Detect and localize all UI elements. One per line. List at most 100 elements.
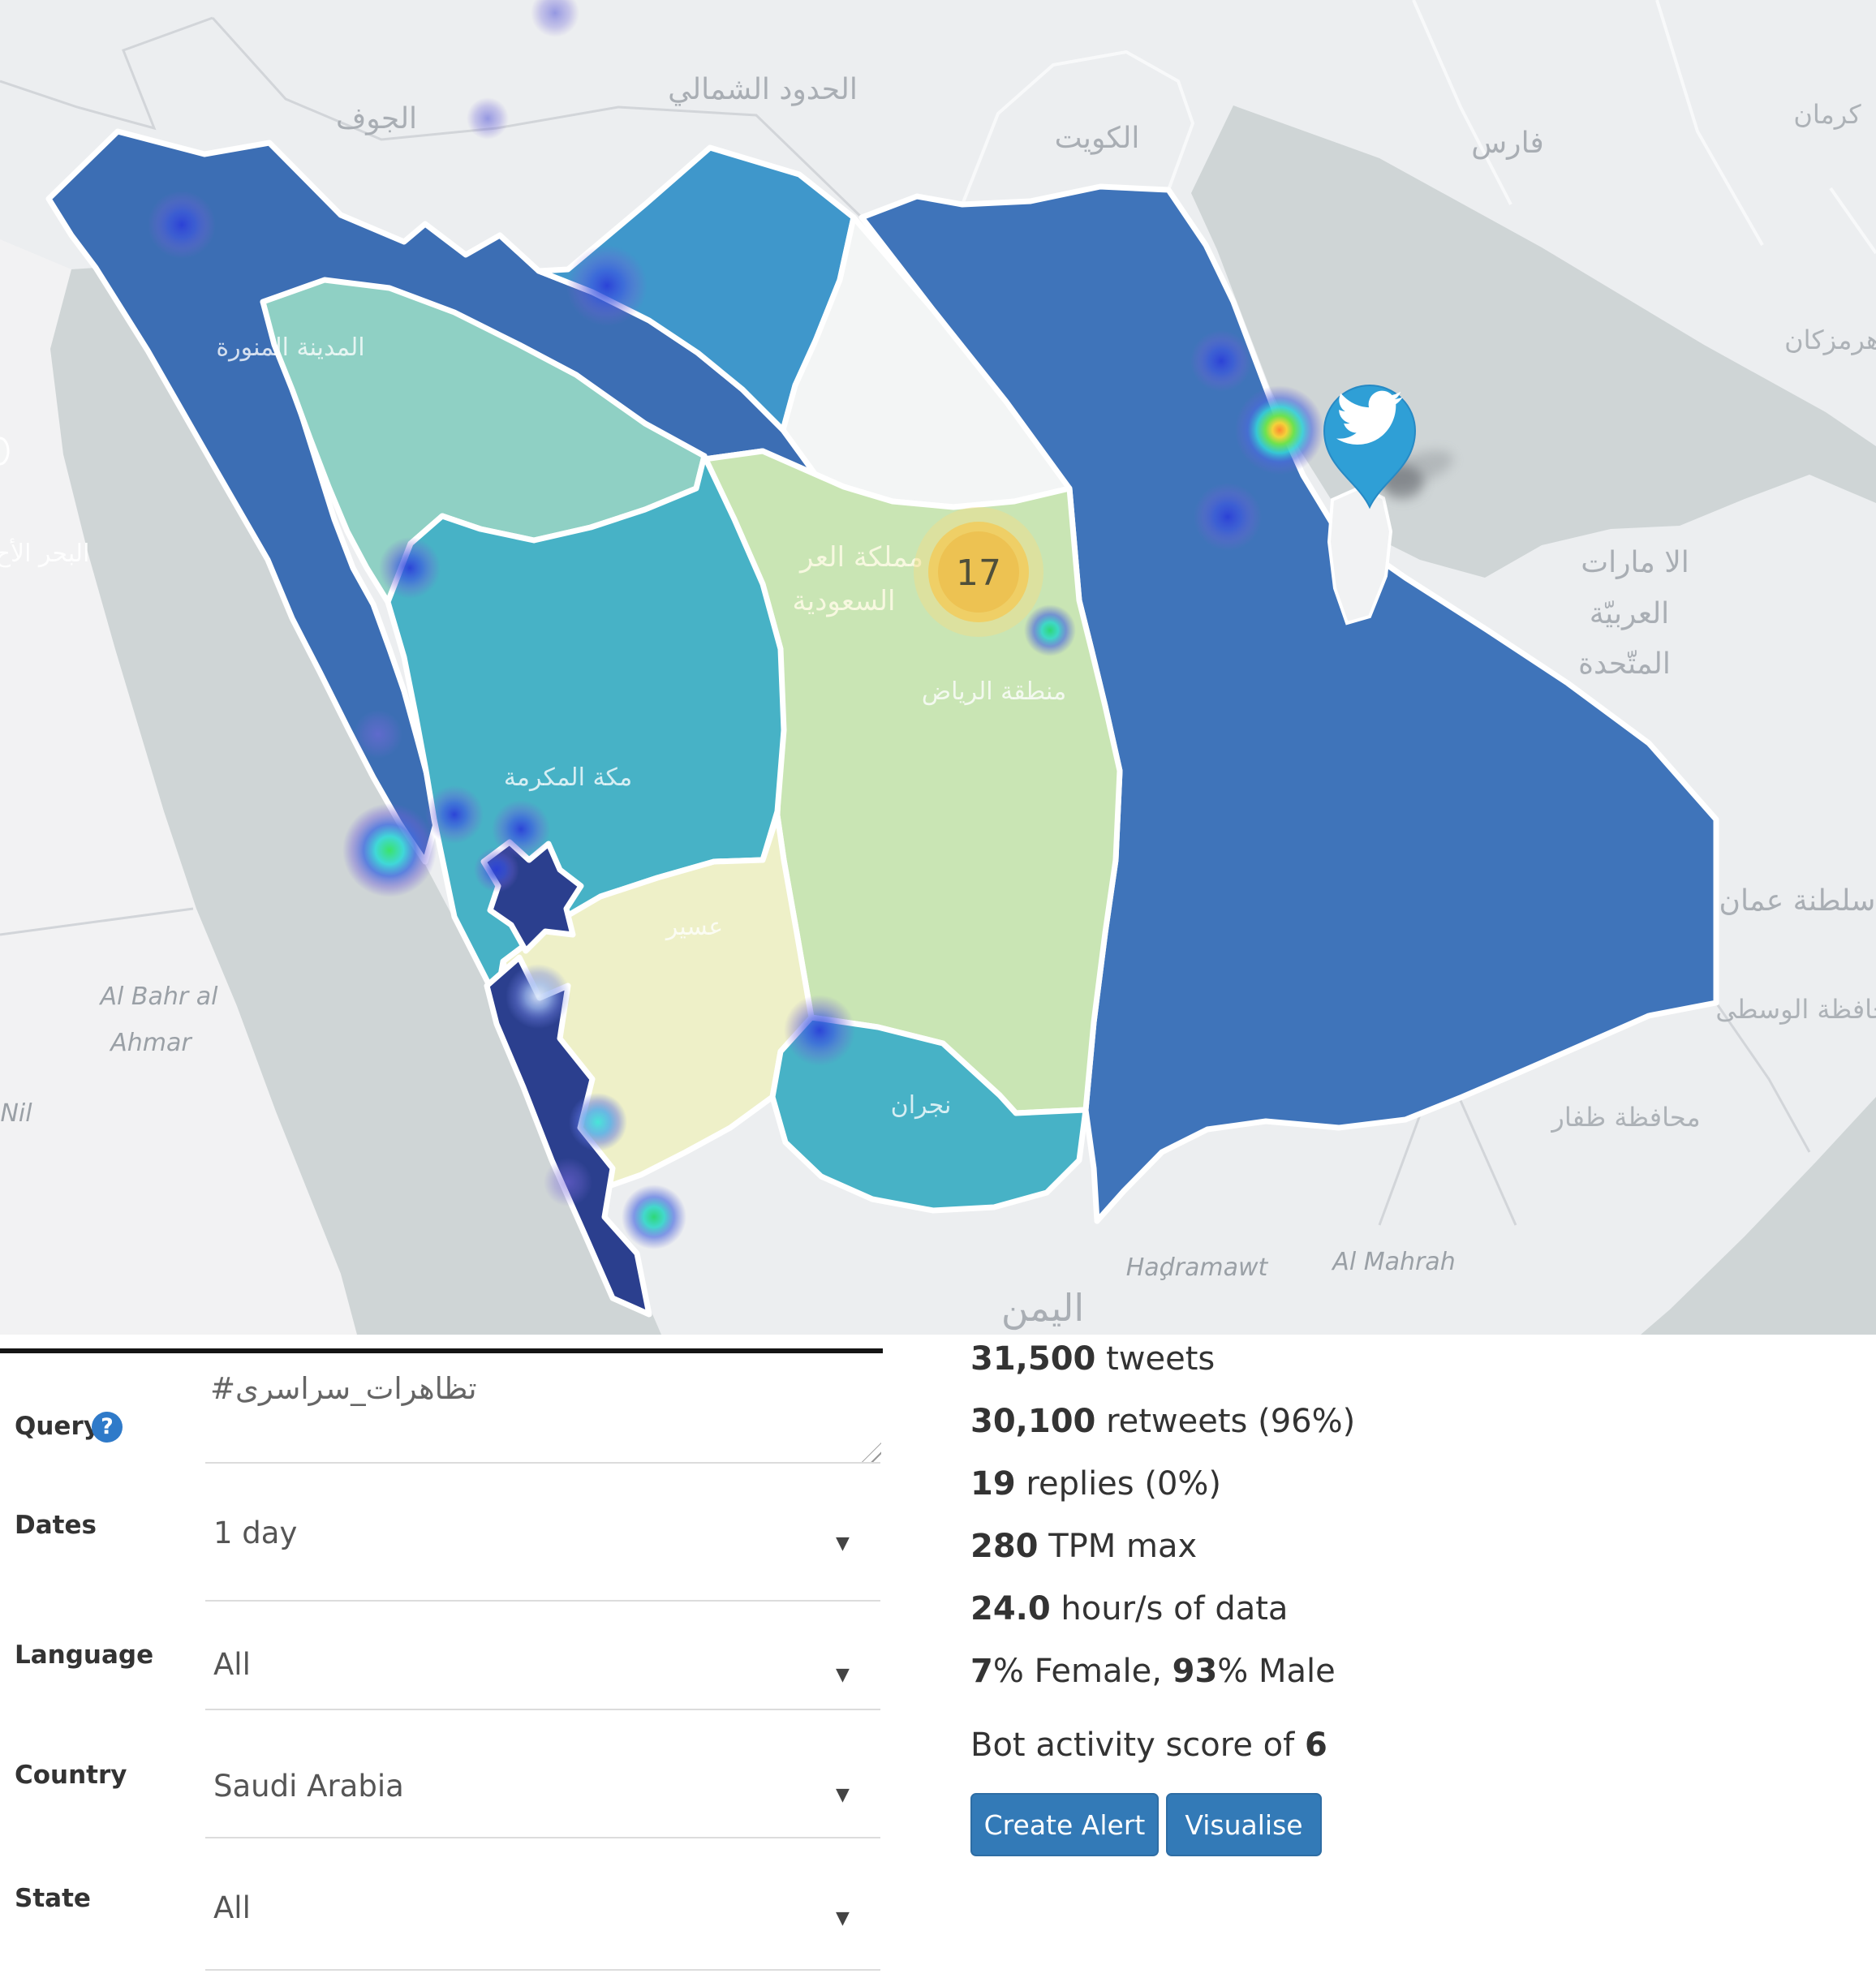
heat-blob — [342, 803, 437, 897]
stat-male-pct: 93 — [1172, 1653, 1218, 1690]
stat-replies-unit: replies (0%) — [1015, 1465, 1222, 1503]
heat-blob — [425, 785, 484, 844]
map-label: الجوف — [336, 102, 417, 135]
stat-hours-value: 24.0 — [970, 1590, 1051, 1628]
dates-caret-icon[interactable]: ▼ — [836, 1533, 850, 1554]
map-label: السعودية — [793, 585, 896, 617]
heat-blob — [492, 800, 550, 858]
region-najran[interactable] — [769, 1014, 1089, 1214]
stat-retweets: 30,100 retweets (96%) — [970, 1403, 1355, 1440]
dates-label: Dates — [15, 1511, 97, 1540]
heat-blob — [506, 964, 570, 1029]
stat-female-label: % Female, — [992, 1653, 1172, 1690]
map-label: منطقة الرياض — [922, 677, 1066, 706]
map-label: البحر الأح — [0, 537, 89, 568]
cluster-marker[interactable]: 17 — [914, 507, 1043, 637]
map-label: Al Bahr al — [99, 983, 219, 1011]
heat-blob — [467, 97, 509, 140]
heat-blob — [379, 537, 441, 599]
map-label: عسير — [665, 913, 723, 941]
map-label: فارس — [1471, 127, 1544, 160]
arabian-sea-corner — [1641, 1097, 1876, 1335]
map-label: Haḑramawt — [1126, 1253, 1269, 1282]
border-egypt-sudan — [0, 907, 194, 936]
map-label: Al Mahrah — [1331, 1248, 1455, 1276]
twitter-pin-group[interactable] — [1323, 385, 1457, 510]
help-icon[interactable]: ? — [92, 1412, 123, 1443]
state-label: State — [15, 1884, 91, 1913]
create-alert-button[interactable]: Create Alert — [970, 1793, 1159, 1856]
heat-blob — [784, 995, 855, 1066]
stat-tweets: 31,500 tweets — [970, 1340, 1215, 1378]
country-label: Country — [15, 1761, 127, 1790]
heat-blob — [531, 0, 579, 37]
query-label: Query — [15, 1412, 100, 1441]
country-select[interactable]: Saudi Arabia — [213, 1769, 404, 1804]
country-underline — [205, 1837, 880, 1838]
heat-blob — [1190, 330, 1252, 392]
map-label: الحدود الشمالي — [668, 73, 858, 106]
stat-replies: 19 replies (0%) — [970, 1465, 1221, 1503]
stat-retweets-value: 30,100 — [970, 1403, 1096, 1440]
heat-blob — [569, 1093, 627, 1151]
heat-blob — [1235, 385, 1324, 475]
map-label: المتّحدة — [1578, 647, 1671, 681]
land-west-bank — [0, 239, 357, 1335]
heat-blob — [354, 710, 402, 759]
map-label: الكويت — [1055, 122, 1140, 155]
heat-blob — [566, 245, 648, 326]
map-label: المدينة المنورة — [216, 333, 364, 362]
map-label: هرمزكان — [1784, 325, 1876, 355]
map-label: كرمان — [1793, 99, 1861, 130]
dates-underline — [205, 1600, 880, 1602]
language-underline — [205, 1709, 880, 1710]
visualise-button[interactable]: Visualise — [1166, 1793, 1322, 1856]
state-select[interactable]: All — [213, 1890, 251, 1925]
heat-blob — [1194, 483, 1262, 551]
map-label: Ahmar — [109, 1029, 192, 1057]
stat-replies-value: 19 — [970, 1465, 1016, 1503]
map-label: سلطنة عمان — [1719, 884, 1876, 918]
state-caret-icon[interactable]: ▼ — [836, 1908, 850, 1929]
map-svg[interactable]: الجوف الحدود الشمالي الكويت فارس كرمان هرمزكا… — [0, 0, 1876, 1335]
query-input[interactable]: #تظاهرات_سراسری — [205, 1360, 880, 1464]
red-sea — [50, 268, 661, 1335]
stat-tweets-unit: tweets — [1095, 1340, 1216, 1378]
stat-bot-value: 6 — [1304, 1726, 1327, 1764]
stat-hours-unit: hour/s of data — [1050, 1590, 1289, 1628]
bahrain — [0, 436, 10, 466]
stat-male-label: % Male — [1217, 1653, 1336, 1690]
cluster-core — [938, 531, 1019, 613]
stat-bot-prefix: Bot activity score of — [970, 1726, 1305, 1764]
heat-blob — [474, 847, 519, 892]
border-dhofar — [1457, 1096, 1517, 1226]
stat-retweets-unit: retweets (96%) — [1095, 1403, 1356, 1440]
map-label: مكة المكرمة — [504, 763, 632, 792]
country-caret-icon[interactable]: ▼ — [836, 1785, 850, 1805]
cluster-marker-count: 17 — [956, 553, 1001, 594]
map-label: العربيّة — [1590, 597, 1669, 630]
state-underline — [205, 1969, 880, 1971]
stat-hours: 24.0 hour/s of data — [970, 1590, 1288, 1628]
stat-female-pct: 7 — [970, 1653, 993, 1690]
heat-blob — [622, 1185, 686, 1249]
heat-blob — [148, 191, 216, 259]
stat-tpm-value: 280 — [970, 1528, 1039, 1565]
map-label: الا مارات — [1581, 546, 1689, 579]
map-label: اليمن — [1001, 1286, 1084, 1331]
stat-gender: 7% Female, 93% Male — [970, 1653, 1336, 1690]
border-jordan — [0, 16, 213, 131]
border-iran-2 — [1655, 0, 1764, 246]
border-iran-3 — [1829, 187, 1876, 255]
heat-blob — [544, 1158, 592, 1206]
map[interactable]: الجوف الحدود الشمالي الكويت فارس كرمان هرمزكا… — [0, 0, 1876, 1335]
map-label: مملكة العر — [798, 541, 923, 574]
heat-blob — [1024, 604, 1076, 656]
border-oman-east — [1715, 1002, 1811, 1153]
twitter-bird-icon — [1336, 390, 1403, 445]
language-caret-icon[interactable]: ▼ — [836, 1665, 850, 1685]
dates-select[interactable]: 1 day — [213, 1516, 298, 1550]
map-label: محافظة الوسطى — [1715, 994, 1876, 1025]
border-iran-1 — [1412, 0, 1512, 205]
language-select[interactable]: All — [213, 1647, 251, 1682]
